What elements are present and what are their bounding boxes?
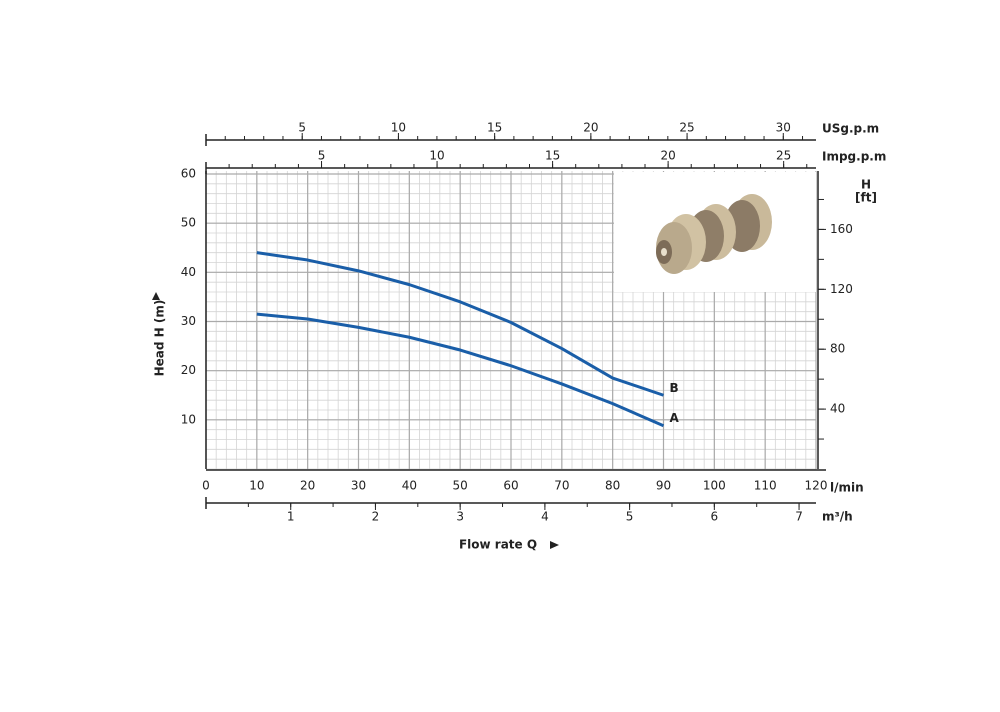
extra-axis-tick-label: 25 (679, 121, 694, 135)
extra-axis-tick-label: 5 (318, 149, 326, 163)
y-tick-label: 30 (181, 314, 196, 328)
x-tick-label: 50 (453, 479, 468, 493)
x-tick-label: 30 (351, 479, 366, 493)
extra-axis-tick-label: 15 (487, 121, 502, 135)
extra-axis-tick-label: 3 (456, 510, 464, 524)
y2-tick-label: 160 (830, 222, 853, 236)
curve-label: A (670, 411, 680, 425)
x-tick-label: 20 (300, 479, 315, 493)
extra-axis-tick-label: 5 (298, 121, 306, 135)
x-tick-label: 90 (656, 479, 671, 493)
y2-tick-label: 40 (830, 402, 845, 416)
extra-axis-tick-label: 15 (545, 149, 560, 163)
extra-axis-tick-label: 1 (287, 510, 295, 524)
x-tick-label: 40 (402, 479, 417, 493)
extra-axis-tick-label: 2 (372, 510, 380, 524)
curve-label: B (670, 381, 679, 395)
x-tick-label: 10 (249, 479, 264, 493)
x-tick-label: 100 (703, 479, 726, 493)
x-tick-label: 0 (202, 479, 210, 493)
extra-axis-label: Impg.p.m (822, 150, 886, 164)
extra-axis-tick-label: 10 (429, 149, 444, 163)
curve (256, 312, 665, 428)
y-axis-title: Head H (m) (153, 300, 167, 377)
extra-axis-tick-label: 10 (391, 121, 406, 135)
pump-image (614, 172, 816, 292)
x-tick-label: 80 (605, 479, 620, 493)
x-tick-label: 110 (754, 479, 777, 493)
x-axis-title: Flow rate Q (459, 538, 537, 552)
arrow-up (152, 292, 160, 300)
extra-axis-label: m³/h (822, 510, 853, 524)
y2-tick-label: 80 (830, 342, 845, 356)
extra-axis-tick-label: 6 (711, 510, 719, 524)
y2-axis-title: H (861, 178, 871, 192)
extra-axis-tick-label: 25 (776, 149, 791, 163)
y2-tick-label: 120 (830, 282, 853, 296)
curve (256, 251, 664, 397)
y-tick-label: 10 (181, 412, 196, 426)
extra-axis-tick-label: 20 (660, 149, 675, 163)
extra-axis-tick-label: 5 (626, 510, 634, 524)
y-tick-label: 20 (181, 363, 196, 377)
extra-axis-tick-label: 30 (776, 121, 791, 135)
x-tick-label: 60 (503, 479, 518, 493)
y-tick-label: 40 (181, 265, 196, 279)
impellers (656, 194, 772, 274)
x-tick-label: 70 (554, 479, 569, 493)
y-tick-label: 50 (181, 216, 196, 230)
extra-axis-tick-label: 7 (795, 510, 803, 524)
y2-axis-unit: [ft] (855, 191, 877, 205)
extra-axis-label: USg.p.m (822, 122, 879, 136)
extra-axis-tick-label: 20 (583, 121, 598, 135)
x-axis-unit: l/min (830, 481, 864, 495)
y-tick-label: 60 (181, 167, 196, 181)
arrow-right (550, 541, 559, 549)
extra-axis-tick-label: 4 (541, 510, 549, 524)
x-tick-label: 120 (805, 479, 828, 493)
